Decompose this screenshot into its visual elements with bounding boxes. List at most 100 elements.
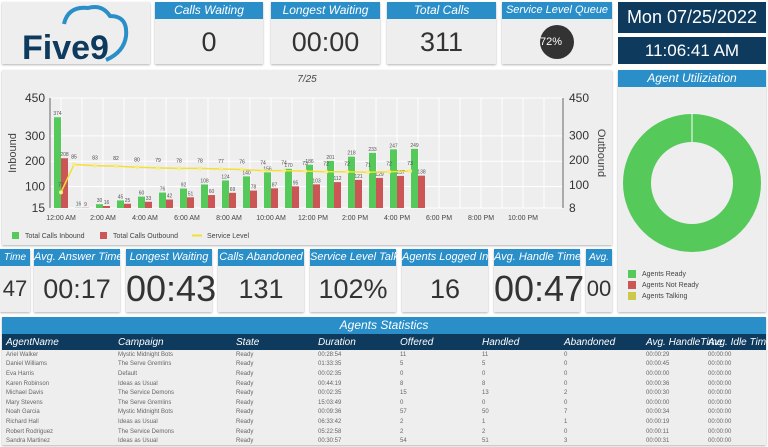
table-cell: 00:00:19 [646,418,670,425]
inbound-bar [369,152,376,208]
service-level-data-label: 71 [365,162,371,168]
table-cell: Ready [236,409,254,416]
utilization-donut [623,113,761,252]
legend-label: Total Calls Outbound [113,233,178,240]
table-row[interactable]: Sandra Martinez Ideas as Usual Ready 00:30:… [2,436,766,446]
table-row[interactable]: Noah Garcia Mystic Midnight Bots Ready 00:0… [2,408,766,418]
kpi-service-level-talk: Service Level Talk 102% [310,249,399,312]
inbound-data-label: 60 [139,191,145,197]
outbound-bar [271,188,278,208]
inbound-bar [117,200,124,208]
table-row[interactable]: Karen Robinson Ideas as Usual Ready 00:44:1… [2,379,766,389]
kpi-agents-logged-in: Agents Logged In 16 [402,249,488,312]
kpi-value: 00:47 [494,268,585,309]
table-cell: 13 [482,390,489,397]
table-cell: 00:00:00 [708,409,732,416]
inbound-bar [327,160,334,208]
outbound-data-label: 60 [209,189,215,195]
table-cell: Ariel Walker [6,351,39,358]
table-row[interactable]: Eva Harris Default Ready 00:02:35 0 0 0 00:00:0… [2,369,766,379]
service-level-data-label: 73 [302,161,308,167]
x-tick-label: 10:00 AM [256,215,286,222]
table-cell: Ideas as Usual [118,438,158,445]
inbound-bar [222,180,229,208]
outbound-bar [397,175,404,208]
service-level-point [135,165,139,170]
table-row[interactable]: Mary Stevens The Serve Gremlins Ready 15:03… [2,398,766,408]
column-header[interactable]: State [232,334,314,350]
kpi-value: 00:00 [291,27,360,57]
legend-swatch [628,281,636,289]
x-tick-label: 10:00 PM [508,215,538,222]
outbound-data-label: 9 [84,202,87,208]
table-cell: 00:00:00 [708,428,732,435]
x-tick-label: 8:00 AM [216,215,242,222]
service-level-point [282,168,286,173]
table-cell: 54 [400,438,407,445]
column-header[interactable]: Offered [396,334,478,350]
inbound-data-label: 247 [389,143,398,149]
table-cell: 0 [564,351,568,358]
outbound-data-label: 78 [251,185,257,191]
table-cell: 00:44:19 [318,380,342,387]
service-level-point [156,165,160,170]
table-cell: The Serve Gremlins [118,399,172,406]
y2-tick-label: 450 [569,91,589,105]
table-row[interactable]: Robert Rodriguez The Service Demons Ready 0… [2,427,766,437]
table-cell: 1 [482,418,486,425]
column-header[interactable]: Avg. Idle Time [704,334,768,350]
svg-text:Five9: Five9 [22,29,109,64]
table-cell: 2 [482,428,486,435]
table-row[interactable]: Daniel Williams The Serve Gremlins Ready 01… [2,360,766,370]
table-cell: 50 [482,409,489,416]
y2-tick-label: 8 [569,201,576,215]
table-cell: 0 [564,428,568,435]
column-header[interactable]: Avg. HandleTime [642,334,722,350]
table-cell: Ready [236,438,254,445]
kpi-total-calls: Total Calls 311 [387,2,496,64]
legend-swatch [12,232,19,239]
table-cell: Mystic Midnight Bots [118,409,174,416]
service-level-data-label: 77 [58,182,64,188]
service-level-data-label: 72 [386,162,392,168]
outbound-data-label: 42 [167,194,173,200]
outbound-data-label: 137 [396,170,405,176]
kpi-label: Time [0,249,30,266]
calls-chart-panel: 7/25 15 100 200 300 450 8 100 200 300 450 12:00 AM 2… [2,70,612,245]
x-tick-label: 2:00 PM [342,215,368,222]
inbound-data-label: 218 [347,151,356,157]
y-axis-label: Inbound [7,133,19,173]
service-level-point [72,162,76,167]
kpi-label: Agents Logged In [402,249,488,266]
kpi-value: 311 [419,27,464,57]
column-header[interactable]: Duration [314,334,396,350]
table-row[interactable]: Michael Davis The Service Demons Ready 00:0… [2,388,766,398]
table-row[interactable]: Richard Hall Ideas as Usual Ready 06:33:42 2… [2,417,766,427]
outbound-bar [145,201,152,208]
inbound-bar [138,196,145,208]
inbound-data-label: 156 [263,166,272,172]
table-cell: 5 [400,361,404,368]
table-cell: 7 [564,409,568,416]
table-cell: 1 [564,418,568,425]
inbound-data-label: 249 [410,143,419,149]
column-header[interactable]: Abandoned [560,334,642,350]
service-level-data-label: 78 [197,158,203,164]
column-header[interactable]: Campaign [114,334,232,350]
table-cell: Default [118,370,138,377]
column-header[interactable]: Handled [478,334,560,350]
inbound-data-label: 201 [326,155,335,161]
service-level-point [240,167,244,172]
inbound-data-label: 186 [305,159,314,165]
x-tick-label: 2:00 AM [90,215,116,222]
inbound-bar [243,176,250,208]
table-cell: Richard Hall [6,418,39,425]
table-cell: 00:00:00 [646,399,670,406]
kpi-value: 16 [429,274,461,304]
outbound-data-label: 121 [354,174,363,180]
inbound-bar [390,149,397,208]
table-cell: 0 [482,370,486,377]
column-header[interactable]: AgentName [2,334,114,350]
table-row[interactable]: Ariel Walker Mystic Midnight Bots Ready 00:… [2,350,766,360]
service-level-data-label: 85 [71,155,77,161]
